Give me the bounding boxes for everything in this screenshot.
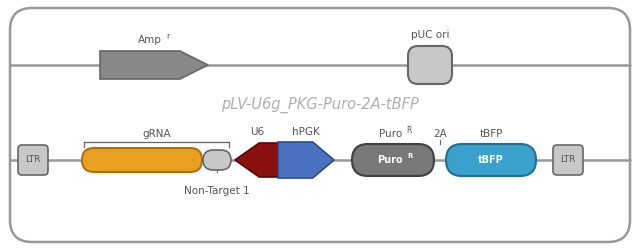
Text: Amp: Amp — [138, 35, 162, 45]
Text: hPGK: hPGK — [292, 127, 320, 137]
FancyBboxPatch shape — [18, 145, 48, 175]
Text: LTR: LTR — [26, 156, 41, 164]
Text: tBFP: tBFP — [478, 155, 504, 165]
FancyBboxPatch shape — [352, 144, 434, 176]
Text: 2A: 2A — [433, 129, 447, 139]
FancyBboxPatch shape — [10, 8, 630, 242]
Text: Puro: Puro — [380, 129, 403, 139]
Text: U6: U6 — [250, 127, 264, 137]
Text: Puro: Puro — [377, 155, 403, 165]
Polygon shape — [278, 142, 334, 178]
Text: r: r — [166, 32, 169, 41]
Text: Non-Target 1: Non-Target 1 — [184, 186, 250, 196]
FancyBboxPatch shape — [203, 150, 231, 170]
Text: pLV-U6g_PKG-Puro-2A-tBFP: pLV-U6g_PKG-Puro-2A-tBFP — [221, 97, 419, 113]
Text: gRNA: gRNA — [142, 129, 171, 139]
Text: R: R — [406, 126, 412, 135]
FancyBboxPatch shape — [553, 145, 583, 175]
Text: R: R — [407, 153, 412, 159]
Text: LTR: LTR — [560, 156, 576, 164]
Polygon shape — [235, 143, 279, 177]
FancyBboxPatch shape — [82, 148, 202, 172]
Text: pUC ori: pUC ori — [411, 30, 449, 40]
Text: tBFP: tBFP — [479, 129, 502, 139]
Polygon shape — [100, 51, 208, 79]
FancyBboxPatch shape — [408, 46, 452, 84]
FancyBboxPatch shape — [446, 144, 536, 176]
